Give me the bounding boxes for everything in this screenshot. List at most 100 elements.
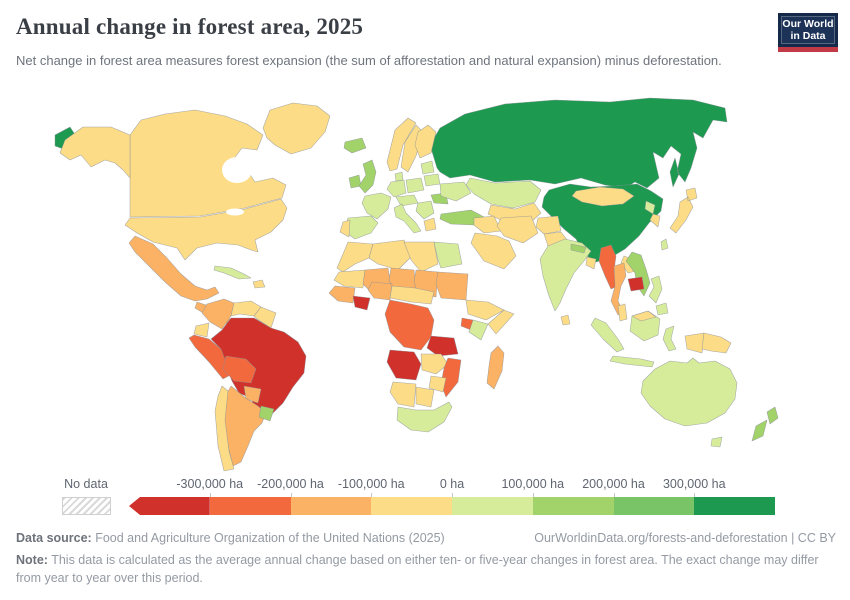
country-nepal[interactable] bbox=[570, 243, 587, 254]
country-guianas[interactable] bbox=[253, 306, 277, 329]
country-ukraine[interactable] bbox=[439, 181, 472, 202]
country-central-europe[interactable] bbox=[395, 194, 419, 207]
country-balkans[interactable] bbox=[415, 200, 435, 220]
owid-logo[interactable]: Our World in Data bbox=[778, 13, 838, 47]
country-arabia[interactable] bbox=[470, 232, 517, 270]
legend-tick-label: 0 ha bbox=[439, 477, 465, 491]
country-morocco[interactable] bbox=[336, 241, 374, 273]
country-usa[interactable] bbox=[124, 198, 288, 261]
country-namibia[interactable] bbox=[389, 381, 417, 408]
country-france[interactable] bbox=[361, 192, 392, 220]
country-cambodia[interactable] bbox=[627, 276, 645, 292]
country-chile[interactable] bbox=[214, 385, 235, 472]
country-belarus[interactable] bbox=[423, 173, 441, 187]
legend-tick bbox=[371, 493, 373, 497]
country-somalia[interactable] bbox=[487, 309, 515, 335]
country-uruguay[interactable] bbox=[258, 405, 275, 422]
country-madagascar[interactable] bbox=[486, 345, 505, 390]
country-denmark[interactable] bbox=[394, 171, 404, 182]
country-cuba[interactable] bbox=[213, 265, 252, 280]
hudson-bay bbox=[222, 157, 252, 183]
country-ethiopia[interactable] bbox=[465, 299, 505, 321]
country-papua-new-guinea[interactable] bbox=[701, 332, 732, 354]
country-kazakhstan[interactable] bbox=[465, 177, 542, 209]
country-peru[interactable] bbox=[188, 334, 235, 380]
country-iraq-syria[interactable] bbox=[473, 215, 502, 234]
country-ghana-cote-divoire[interactable] bbox=[352, 295, 371, 311]
legend-segment-3[interactable] bbox=[371, 497, 452, 515]
country-drc[interactable] bbox=[384, 299, 435, 351]
country-tasmania[interactable] bbox=[710, 436, 723, 448]
legend-segment-4[interactable] bbox=[452, 497, 533, 515]
legend-segment-1[interactable] bbox=[209, 497, 291, 515]
legend-segment-2[interactable] bbox=[290, 497, 372, 515]
owid-logo-underline bbox=[778, 47, 838, 52]
country-vietnam[interactable] bbox=[625, 251, 651, 297]
country-portugal[interactable] bbox=[339, 219, 351, 238]
country-philippines[interactable] bbox=[648, 275, 669, 316]
country-botswana[interactable] bbox=[415, 386, 435, 408]
country-australia[interactable] bbox=[640, 357, 738, 427]
country-paraguay[interactable] bbox=[243, 385, 262, 404]
country-germany[interactable] bbox=[386, 179, 407, 198]
chart-subtitle: Net change in forest area measures fores… bbox=[16, 53, 722, 68]
country-india[interactable] bbox=[539, 238, 592, 312]
country-taiwan[interactable] bbox=[660, 238, 669, 251]
country-mauritania[interactable] bbox=[333, 269, 366, 289]
footer-note-text: This data is calculated as the average a… bbox=[16, 553, 819, 586]
legend-tick bbox=[613, 493, 615, 497]
country-south-africa[interactable] bbox=[396, 401, 453, 433]
country-greece[interactable] bbox=[423, 217, 437, 232]
country-tanzania[interactable] bbox=[426, 335, 459, 357]
country-italy[interactable] bbox=[393, 203, 422, 234]
country-zambia[interactable] bbox=[420, 353, 449, 375]
country-indonesia-sulawesi[interactable] bbox=[662, 325, 677, 352]
country-alaska[interactable] bbox=[59, 126, 131, 179]
legend-no-data-swatch[interactable] bbox=[62, 497, 111, 515]
country-iran[interactable] bbox=[496, 215, 539, 244]
country-indonesia-sumatra[interactable] bbox=[590, 317, 625, 353]
owid-url-link[interactable]: OurWorldinData.org/forests-and-deforesta… bbox=[534, 531, 836, 545]
country-egypt[interactable] bbox=[433, 241, 463, 269]
country-malaysia-peninsula[interactable] bbox=[617, 303, 628, 322]
legend-tick-label: 300,000 ha bbox=[662, 477, 726, 491]
country-mongolia[interactable] bbox=[571, 186, 635, 207]
country-sudan[interactable] bbox=[435, 271, 469, 301]
country-uk[interactable] bbox=[358, 159, 377, 194]
country-colombia[interactable] bbox=[201, 298, 235, 330]
country-libya[interactable] bbox=[403, 241, 439, 273]
country-indonesia-papua[interactable] bbox=[684, 332, 705, 354]
country-cameroon-car[interactable] bbox=[389, 285, 435, 305]
legend-segment-7[interactable] bbox=[694, 497, 775, 515]
country-mozambique[interactable] bbox=[440, 357, 462, 398]
legend-segment-5[interactable] bbox=[532, 497, 614, 515]
country-afghanistan[interactable] bbox=[535, 215, 562, 235]
country-hispaniola[interactable] bbox=[252, 279, 266, 289]
country-angola[interactable] bbox=[386, 349, 422, 381]
country-ecuador[interactable] bbox=[193, 322, 210, 338]
country-malaysia-borneo[interactable] bbox=[631, 310, 657, 322]
country-senegal-guinea[interactable] bbox=[328, 285, 356, 304]
country-greenland[interactable] bbox=[262, 102, 331, 155]
country-bolivia[interactable] bbox=[222, 355, 257, 384]
country-indonesia-java[interactable] bbox=[609, 355, 655, 368]
country-new-zealand[interactable] bbox=[751, 406, 779, 442]
country-baltics[interactable] bbox=[420, 160, 435, 175]
country-mexico[interactable] bbox=[128, 235, 220, 302]
country-iceland[interactable] bbox=[343, 137, 367, 154]
country-norway[interactable] bbox=[386, 117, 417, 172]
country-kenya[interactable] bbox=[468, 319, 489, 341]
data-source-line: Data source: Food and Agriculture Organi… bbox=[16, 531, 445, 545]
country-finland[interactable] bbox=[414, 124, 437, 159]
country-south-korea[interactable] bbox=[649, 213, 661, 228]
country-japan[interactable] bbox=[669, 187, 698, 234]
country-sri-lanka[interactable] bbox=[560, 314, 571, 326]
country-nigeria[interactable] bbox=[367, 281, 393, 301]
country-poland[interactable] bbox=[405, 177, 425, 194]
legend-segment-0[interactable] bbox=[129, 497, 210, 515]
country-canada[interactable] bbox=[129, 109, 287, 218]
legend-segment-6[interactable] bbox=[613, 497, 695, 515]
country-bangladesh[interactable] bbox=[585, 256, 597, 270]
legend-tick-label: -100,000 ha bbox=[337, 477, 405, 491]
country-zimbabwe[interactable] bbox=[428, 375, 447, 393]
